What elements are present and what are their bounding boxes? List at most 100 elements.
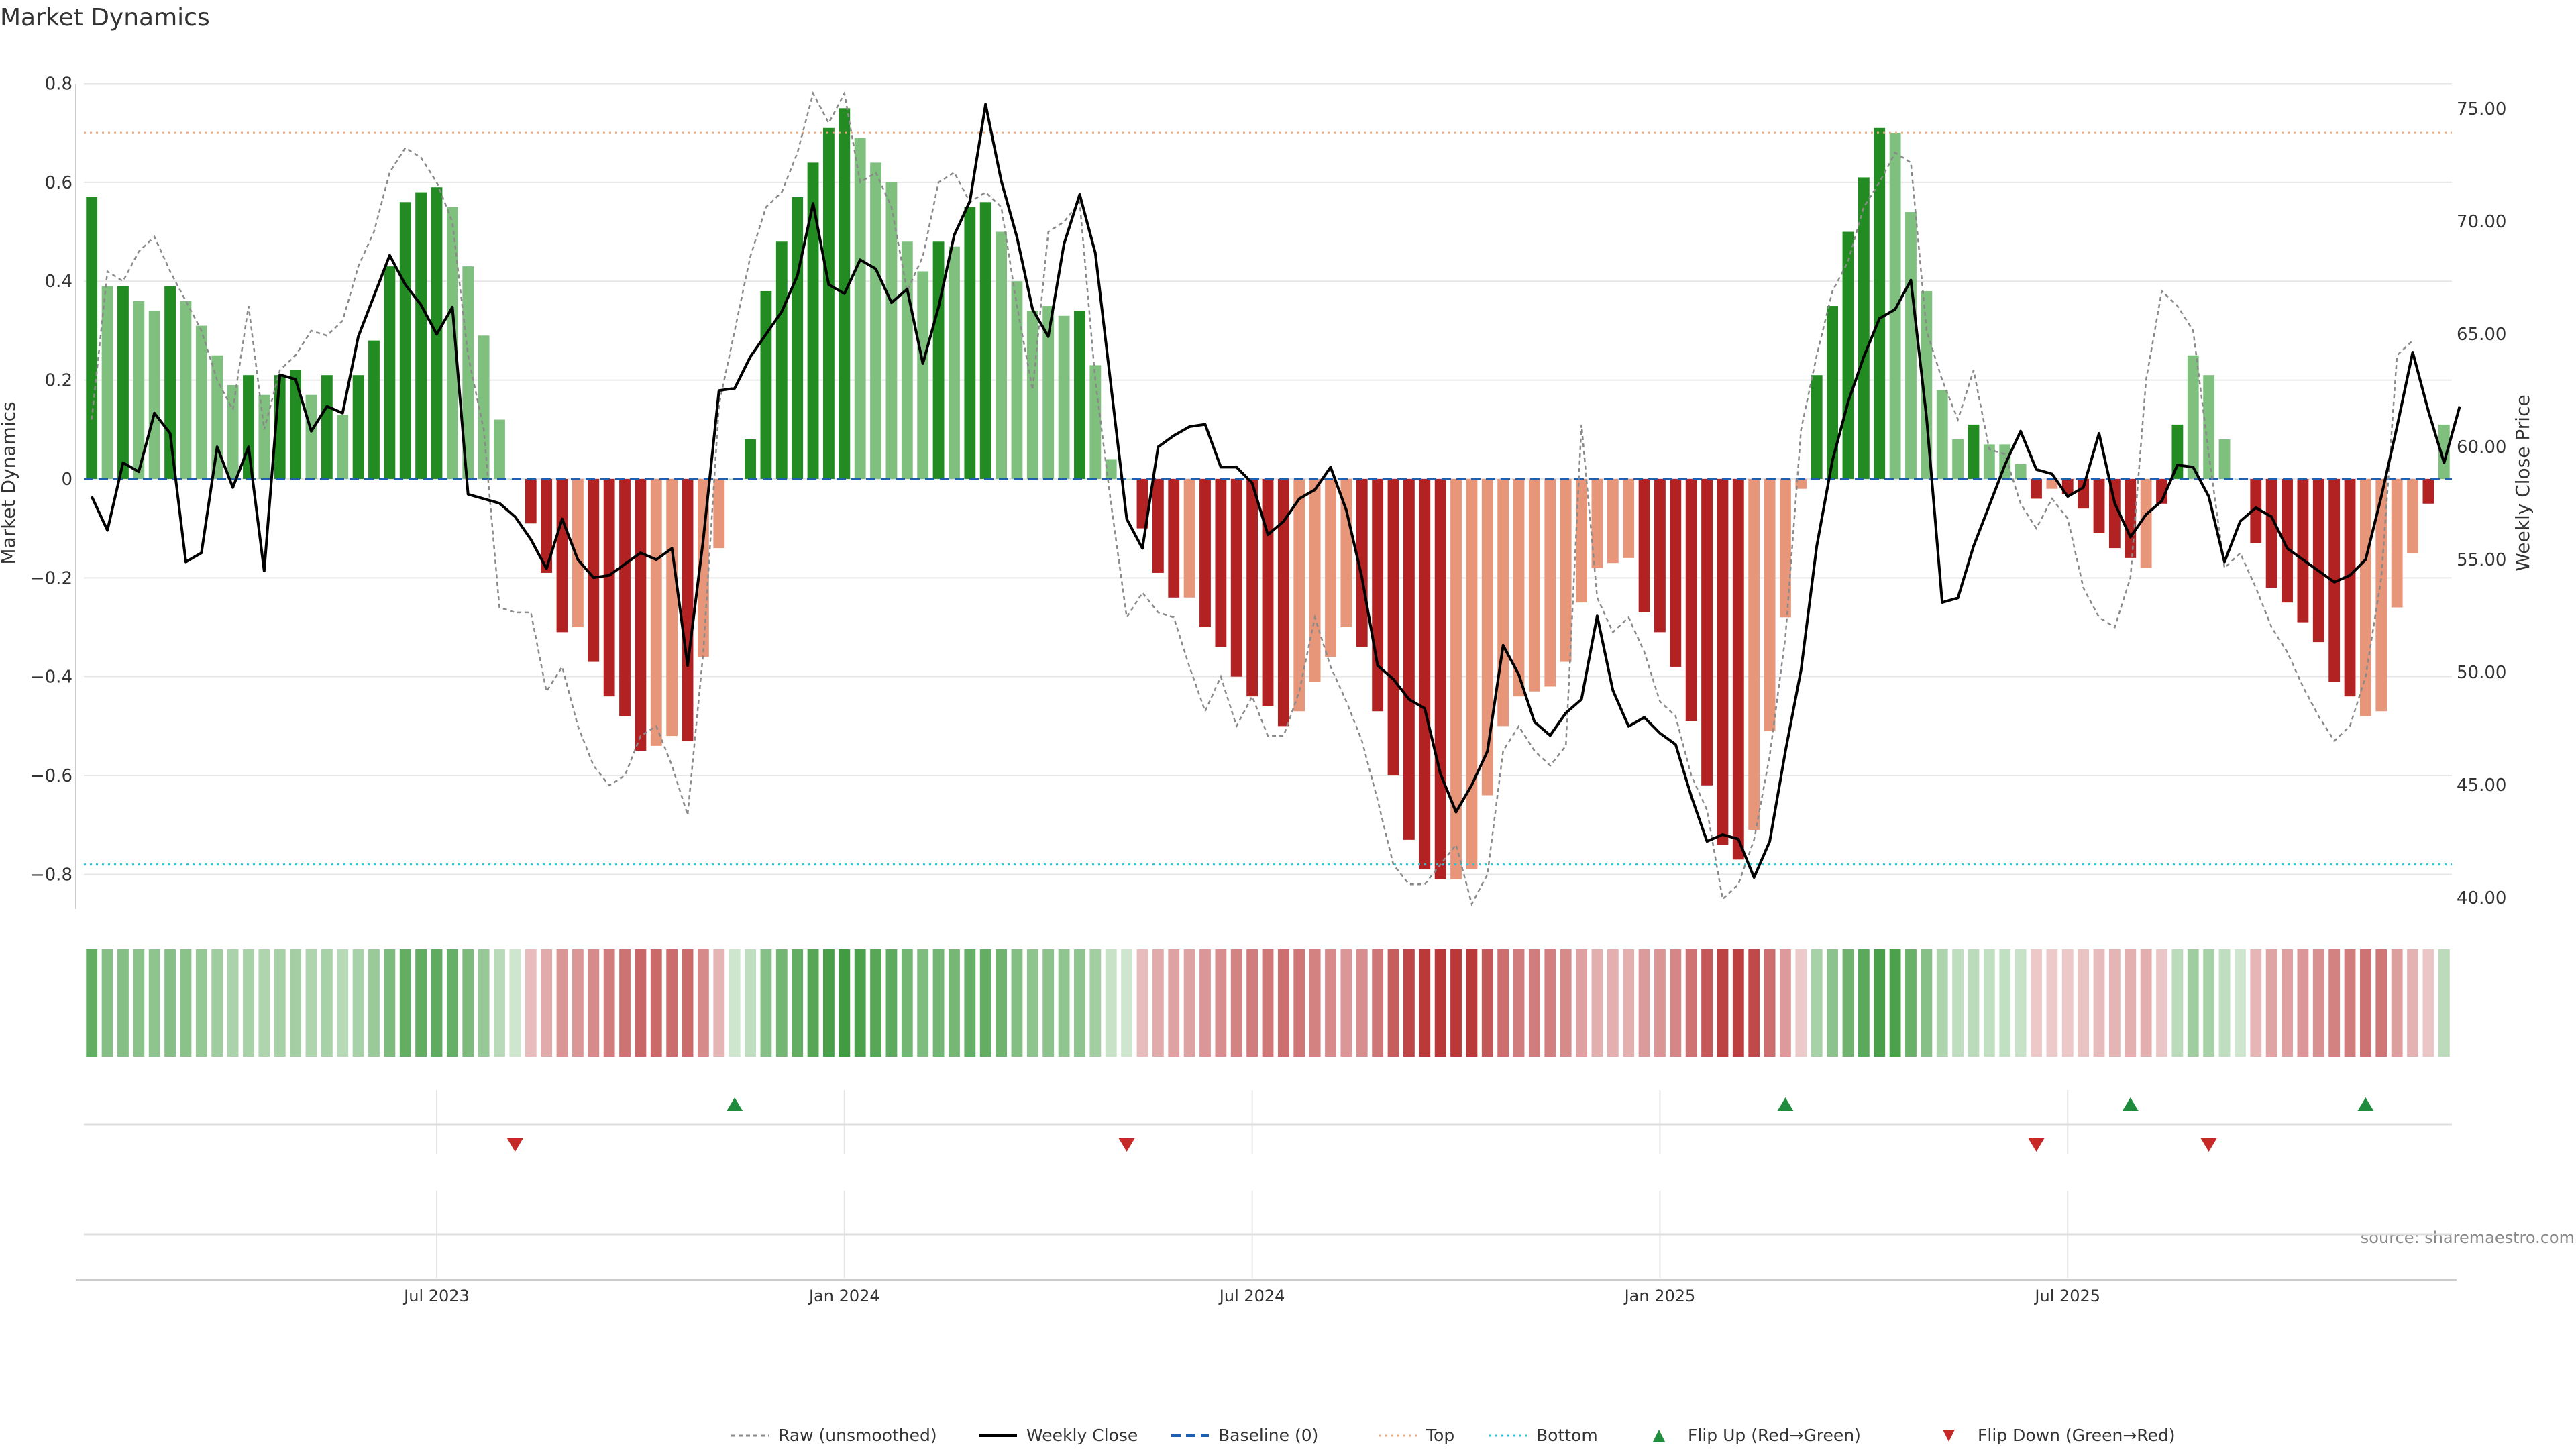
heat-cell xyxy=(305,949,317,1057)
bar xyxy=(1215,478,1227,647)
heat-cell xyxy=(2360,949,2371,1057)
bar xyxy=(1764,478,1776,731)
heat-cell xyxy=(1889,949,1901,1057)
y2-tick-label: 65.00 xyxy=(2457,325,2506,345)
bar xyxy=(1309,478,1321,682)
bar xyxy=(1717,478,1729,845)
heat-cell xyxy=(1277,949,1289,1057)
y2-tick-label: 40.00 xyxy=(2457,888,2506,908)
heat-cell xyxy=(1513,949,1525,1057)
heat-cell xyxy=(1952,949,1964,1057)
bar xyxy=(2282,478,2293,603)
weekly-close-line xyxy=(90,103,2461,879)
bar xyxy=(1058,315,1070,479)
heat-cell xyxy=(2265,949,2277,1057)
bar xyxy=(1246,478,1258,697)
bar xyxy=(2140,478,2152,568)
bars-layer xyxy=(86,108,2450,879)
axes-layer: 0.8 0.6 0.4 0.2 0 −0.2 −0.4 −0.6 −0.8 75.00 70.00 6… xyxy=(30,74,2507,1305)
x-tick-label: Jul 2023 xyxy=(402,1287,470,1305)
bar xyxy=(494,419,505,479)
heat-cell xyxy=(2187,949,2199,1057)
heat-cell xyxy=(1293,949,1305,1057)
legend-flip-down-icon xyxy=(1943,1430,1955,1442)
heat-cell xyxy=(775,949,788,1057)
flip-up-marker xyxy=(2357,1097,2374,1111)
legend-label: Raw (unsmoothed) xyxy=(778,1426,937,1445)
heat-cell xyxy=(964,949,976,1057)
heat-cell xyxy=(1309,949,1321,1057)
bar xyxy=(415,192,427,479)
y2-tick-label: 50.00 xyxy=(2457,663,2506,683)
flip-down-marker xyxy=(506,1138,523,1152)
bar xyxy=(1591,478,1603,568)
bar xyxy=(1858,177,1870,479)
heat-cell xyxy=(258,949,270,1057)
bar xyxy=(2391,478,2403,608)
heat-cell xyxy=(901,949,913,1057)
bar xyxy=(745,439,756,479)
heat-cell xyxy=(415,949,427,1057)
bar xyxy=(195,325,207,479)
heat-cell xyxy=(2125,949,2137,1057)
bar xyxy=(2250,478,2262,543)
bar xyxy=(1325,478,1336,657)
heat-cell xyxy=(509,949,521,1057)
legend-label: Weekly Close xyxy=(1026,1426,1138,1445)
heat-cell xyxy=(195,949,207,1057)
flip-down-marker xyxy=(2028,1138,2045,1152)
flip-up-marker xyxy=(2122,1097,2139,1111)
heat-cell xyxy=(2407,949,2418,1057)
heat-cell xyxy=(1811,949,1823,1057)
bar xyxy=(525,478,537,524)
heat-cell xyxy=(1936,949,1948,1057)
bar xyxy=(117,286,129,479)
heat-cell xyxy=(211,949,223,1057)
bar xyxy=(1576,478,1587,603)
bar xyxy=(86,197,98,479)
heat-cell xyxy=(917,949,929,1057)
heat-cell xyxy=(2061,949,2074,1057)
bar xyxy=(572,478,584,627)
bar xyxy=(1983,444,1995,479)
heat-cell xyxy=(1576,949,1587,1057)
legend: Raw (unsmoothed) Weekly Close Baseline (0)… xyxy=(731,1426,2176,1445)
bar xyxy=(101,286,113,479)
heat-cell xyxy=(2203,949,2215,1057)
bar xyxy=(1513,478,1525,697)
heat-cell xyxy=(1560,949,1572,1057)
heat-cell xyxy=(760,949,772,1057)
heat-cell xyxy=(1074,949,1085,1057)
bar xyxy=(462,266,474,479)
y2-tick-label: 70.00 xyxy=(2457,212,2506,232)
heat-cell xyxy=(792,949,804,1057)
bar xyxy=(1419,478,1431,870)
heat-cell xyxy=(2171,949,2184,1057)
heat-cell xyxy=(1356,949,1368,1057)
heat-cell xyxy=(1403,949,1415,1057)
heat-cell xyxy=(1842,949,1854,1057)
legend-label: Flip Down (Green→Red) xyxy=(1978,1426,2176,1445)
heat-strip xyxy=(86,949,2450,1057)
heat-cell xyxy=(337,949,349,1057)
bar xyxy=(1152,478,1164,573)
heat-cell xyxy=(2046,949,2058,1057)
x-tick-label: Jan 2024 xyxy=(808,1287,880,1305)
heat-cell xyxy=(368,949,380,1057)
heat-cell xyxy=(1372,949,1384,1057)
bar xyxy=(1136,478,1148,529)
heat-cell xyxy=(541,949,553,1057)
bar xyxy=(1685,478,1697,721)
heat-cell xyxy=(1168,949,1180,1057)
heat-cell xyxy=(1607,949,1619,1057)
heat-cell xyxy=(164,949,176,1057)
flip-panel xyxy=(84,1097,2452,1152)
bar xyxy=(1262,478,1274,706)
heat-cell xyxy=(1466,949,1478,1057)
bar xyxy=(854,138,866,479)
heat-cell xyxy=(1089,949,1102,1057)
bar xyxy=(2265,478,2277,588)
heat-cell xyxy=(1764,949,1776,1057)
bar xyxy=(870,162,881,479)
bar xyxy=(1968,424,1980,479)
